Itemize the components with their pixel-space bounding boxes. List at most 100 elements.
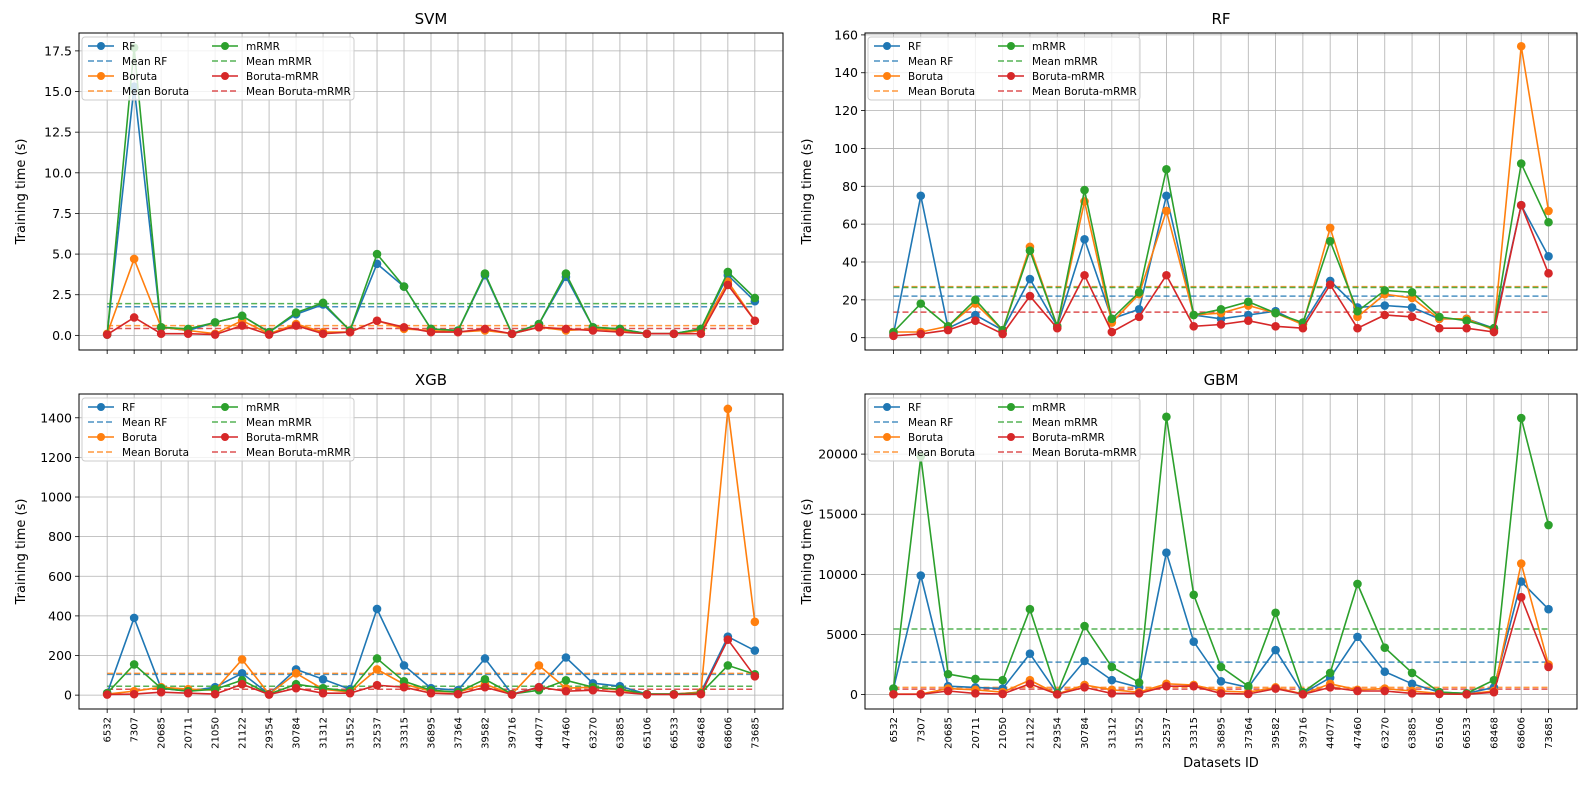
legend-label: Mean mRMR — [1032, 417, 1098, 429]
x-tick-label: 21122 — [238, 717, 249, 749]
panel-xgb: 6532 7307 20685 20711 21050 21122 29354 30784 31… — [14, 371, 784, 749]
data-point-mrmr — [291, 308, 301, 317]
data-point-boruta-mrmr — [453, 327, 463, 337]
y-axis-label: Training time (s) — [14, 139, 29, 246]
data-point-boruta-mrmr — [916, 690, 926, 699]
legend-marker-swatch — [883, 42, 891, 50]
y-tick-label: 1400 — [40, 410, 72, 425]
data-point-mrmr — [1407, 287, 1417, 297]
legend-label: Boruta-mRMR — [246, 71, 319, 83]
data-point-boruta-mrmr — [507, 329, 517, 339]
data-point-mrmr — [156, 322, 166, 332]
data-point-boruta-mrmr — [426, 327, 436, 337]
data-point-boruta — [1325, 223, 1335, 233]
legend-marker-swatch — [221, 433, 229, 441]
data-point-boruta-mrmr — [1544, 662, 1553, 672]
data-point-boruta-mrmr — [507, 690, 517, 699]
x-tick-label: 37364 — [1244, 717, 1255, 749]
data-point-boruta-mrmr — [183, 688, 193, 698]
data-point-mrmr — [1189, 590, 1199, 600]
data-point-mrmr — [1025, 604, 1035, 614]
data-point-mrmr — [129, 660, 139, 669]
legend-label: Boruta — [122, 432, 157, 444]
data-point-mrmr — [561, 675, 571, 685]
x-tick-label: 6532 — [889, 717, 900, 742]
legend-label: Boruta — [908, 71, 943, 83]
data-point-boruta-mrmr — [399, 682, 409, 692]
data-point-rf — [1544, 604, 1553, 614]
data-point-boruta-mrmr — [1107, 327, 1117, 337]
x-tick-label: 73685 — [750, 717, 761, 749]
data-point-rf — [372, 604, 382, 614]
data-point-boruta-mrmr — [561, 686, 571, 696]
data-point-boruta-mrmr — [723, 635, 733, 644]
data-point-boruta-mrmr — [669, 690, 679, 699]
y-tick-label: 0.0 — [52, 328, 72, 343]
x-tick-label: 68468 — [696, 717, 707, 749]
data-point-rf — [916, 191, 926, 201]
data-point-mrmr — [1243, 297, 1253, 307]
data-point-boruta-mrmr — [971, 316, 980, 325]
data-point-mrmr — [1162, 164, 1171, 174]
legend-label: RF — [122, 41, 135, 53]
data-point-boruta-mrmr — [750, 316, 760, 326]
legend-marker-swatch — [1007, 42, 1015, 50]
x-tick-label: 39716 — [1298, 717, 1309, 749]
data-point-boruta-mrmr — [1162, 681, 1171, 691]
data-point-mrmr — [1134, 678, 1144, 687]
data-point-boruta-mrmr — [1325, 683, 1335, 692]
panel-title: RF — [1211, 10, 1230, 28]
axes-frame — [78, 393, 784, 710]
data-point-boruta-mrmr — [291, 321, 301, 330]
y-tick-label: 5.0 — [52, 247, 72, 262]
data-point-mrmr — [561, 269, 571, 278]
data-point-boruta-mrmr — [1298, 690, 1308, 699]
data-point-boruta — [1516, 41, 1526, 51]
data-point-boruta-mrmr — [264, 690, 274, 699]
legend-label: Mean mRMR — [1032, 56, 1098, 68]
data-point-boruta-mrmr — [129, 689, 139, 699]
data-point-boruta-mrmr — [1516, 200, 1526, 210]
data-point-rf — [237, 669, 247, 678]
data-point-boruta-mrmr — [588, 685, 598, 695]
data-point-boruta-mrmr — [642, 690, 652, 699]
data-point-boruta-mrmr — [750, 672, 760, 681]
data-point-mrmr — [1516, 413, 1526, 423]
legend-label: Mean Boruta-mRMR — [1032, 86, 1137, 98]
data-point-boruta — [291, 669, 301, 678]
data-point-mrmr — [1325, 668, 1335, 678]
data-point-boruta-mrmr — [372, 680, 382, 690]
x-tick-label: 30784 — [292, 717, 303, 749]
data-point-boruta-mrmr — [1216, 320, 1226, 329]
data-point-rf — [1380, 667, 1390, 677]
x-tick-label: 65106 — [1435, 717, 1446, 749]
data-point-mrmr — [1080, 185, 1089, 195]
legend-label: Mean RF — [908, 56, 953, 68]
data-point-boruta-mrmr — [1462, 323, 1471, 333]
data-point-boruta-mrmr — [1353, 686, 1362, 696]
data-point-boruta-mrmr — [1162, 270, 1171, 280]
data-point-boruta-mrmr — [1271, 322, 1280, 331]
x-tick-label: 29354 — [1053, 717, 1064, 749]
data-point-boruta-mrmr — [129, 313, 139, 322]
legend-label: Boruta-mRMR — [1032, 432, 1105, 444]
data-point-boruta-mrmr — [1544, 269, 1553, 278]
x-tick-label: 21050 — [211, 717, 222, 749]
x-tick-label: 47460 — [1353, 717, 1364, 749]
data-point-rf — [1380, 301, 1390, 310]
x-tick-label: 32537 — [373, 717, 384, 749]
data-point-boruta-mrmr — [1025, 679, 1035, 689]
legend-label: RF — [908, 41, 921, 53]
data-point-boruta-mrmr — [642, 329, 652, 339]
y-tick-label: 0 — [64, 688, 72, 703]
x-tick-label: 21050 — [998, 717, 1009, 749]
data-point-boruta-mrmr — [453, 689, 463, 699]
data-point-mrmr — [1353, 579, 1362, 589]
x-tick-label: 68468 — [1489, 717, 1500, 749]
legend-marker-swatch — [1007, 403, 1015, 411]
data-point-mrmr — [971, 674, 980, 684]
x-tick-label: 47460 — [561, 717, 572, 749]
data-point-boruta-mrmr — [696, 689, 706, 699]
x-tick-label: 31552 — [346, 717, 357, 749]
data-point-mrmr — [480, 674, 490, 684]
